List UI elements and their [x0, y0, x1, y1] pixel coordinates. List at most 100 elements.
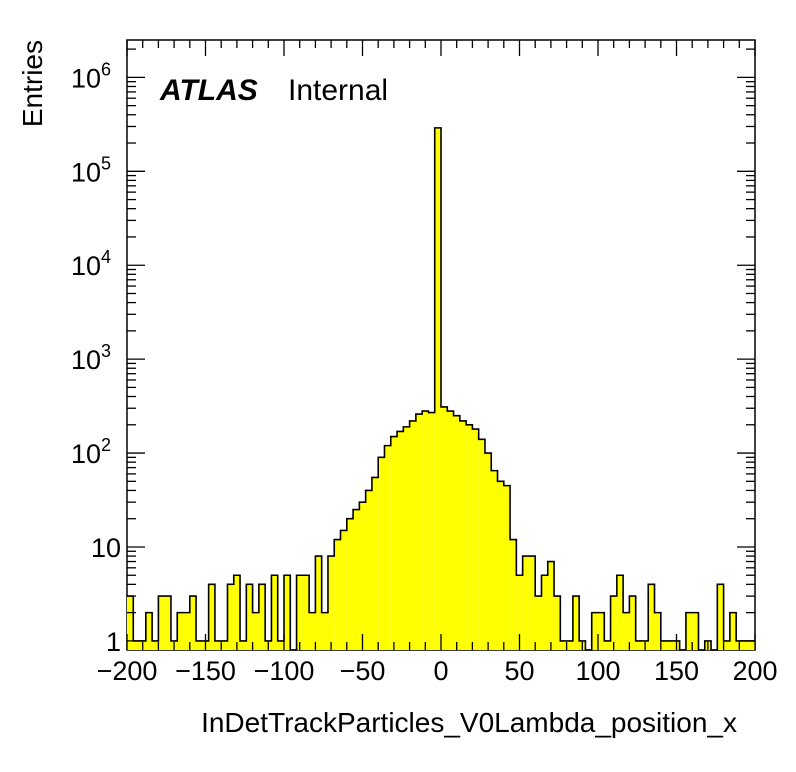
y-tick-label: 10: [91, 533, 121, 563]
histogram-bar: [189, 596, 197, 650]
histogram-bar: [723, 640, 730, 650]
histogram-bar: [635, 640, 642, 650]
histogram-bar: [629, 596, 636, 650]
histogram-bar: [729, 612, 737, 650]
histogram-bar: [434, 127, 441, 650]
histogram-bar: [491, 470, 498, 650]
x-tick-label: −150: [175, 656, 236, 686]
histogram-bar: [560, 640, 567, 650]
histogram-bar: [309, 612, 316, 650]
histogram-bar: [610, 596, 617, 650]
histogram-bar: [158, 596, 165, 650]
histogram-bar: [152, 640, 159, 650]
histogram-bar: [604, 640, 611, 650]
histogram-bar: [252, 612, 259, 650]
histogram-bar: [591, 612, 598, 650]
x-tick-label: 200: [732, 656, 777, 686]
histogram-bar: [196, 640, 203, 650]
histogram-bar: [240, 640, 247, 650]
histogram-bar: [221, 640, 228, 650]
histogram-bar: [616, 575, 624, 650]
histogram-bar: [717, 584, 724, 650]
histogram-bar: [258, 584, 266, 650]
histogram-bar: [692, 612, 699, 650]
histogram-bar: [183, 612, 190, 650]
y-tick-label: 105: [71, 153, 111, 187]
histogram-bar: [284, 575, 291, 650]
y-tick-label: 103: [71, 341, 111, 375]
histogram-bar: [453, 415, 460, 650]
histogram-bar: [208, 584, 215, 650]
histogram-bar: [384, 445, 391, 650]
histogram-bar: [321, 612, 328, 650]
histogram-bar: [459, 420, 467, 650]
x-tick-label: 150: [654, 656, 699, 686]
histogram-bar: [428, 412, 435, 650]
histogram-bar: [503, 485, 511, 650]
histogram-bar: [654, 612, 661, 650]
histogram-bar: [214, 640, 222, 650]
histogram-bar: [397, 431, 404, 650]
histogram-bar: [327, 556, 335, 650]
histogram-bar: [164, 596, 171, 650]
y-tick-label: 104: [71, 247, 111, 281]
x-tick-label: −200: [97, 656, 158, 686]
atlas-label: ATLAS: [159, 74, 258, 107]
histogram-bar: [145, 612, 153, 650]
x-tick-label: 100: [575, 656, 620, 686]
histogram-outline: [127, 127, 755, 651]
x-tick-label: −50: [340, 656, 386, 686]
histogram-bar: [478, 439, 485, 650]
histogram-bar: [484, 453, 492, 650]
histogram-bar: [667, 640, 674, 650]
histogram-bar: [623, 612, 630, 650]
x-tick-label: 0: [433, 656, 448, 686]
histogram-bar: [447, 411, 454, 650]
histogram-bar: [742, 640, 749, 650]
histogram-bar: [227, 584, 234, 650]
histogram-bar: [353, 509, 360, 650]
histogram-bar: [359, 502, 366, 650]
histogram-bar: [510, 539, 517, 650]
x-tick-label: 50: [504, 656, 534, 686]
histogram-bar: [133, 640, 140, 650]
histogram-bar: [415, 414, 423, 650]
histogram-bar: [177, 612, 184, 650]
histogram-bar: [472, 429, 479, 650]
histogram-bar: [315, 556, 322, 650]
histogram-bar: [516, 575, 523, 650]
histogram-bar: [365, 490, 372, 650]
histogram-bar: [334, 539, 341, 650]
histogram-bar: [497, 481, 504, 650]
histogram-bar: [233, 575, 241, 650]
histogram-bar: [296, 575, 303, 650]
internal-label: Internal: [288, 74, 388, 107]
histogram-bar: [541, 575, 548, 650]
histogram-bar: [409, 420, 416, 650]
histogram-bar: [685, 612, 693, 650]
histogram-bar: [302, 575, 310, 650]
histogram-bar: [271, 575, 278, 650]
histogram-bar: [127, 596, 134, 650]
histogram-bar: [378, 457, 385, 650]
histogram-bar: [422, 411, 429, 650]
x-axis-title: InDetTrackParticles_V0Lambda_position_x: [201, 707, 737, 738]
histogram-bar: [277, 640, 284, 650]
histogram-bar: [371, 477, 379, 650]
histogram-bar: [466, 424, 473, 650]
histogram-bar: [390, 436, 398, 650]
histogram-bar: [346, 518, 354, 650]
y-tick-label: 1: [106, 627, 121, 657]
histogram-bar: [554, 596, 561, 650]
histogram-bar: [522, 556, 529, 650]
histogram-bar: [528, 556, 536, 650]
histogram-bar: [572, 596, 580, 650]
histogram-bar: [246, 584, 253, 650]
histogram-bar: [441, 406, 448, 650]
histogram-bar: [566, 640, 573, 650]
histogram-bar: [535, 596, 542, 650]
histogram-bar: [748, 640, 755, 650]
y-tick-label: 106: [71, 59, 111, 93]
y-tick-label: 102: [71, 435, 111, 469]
